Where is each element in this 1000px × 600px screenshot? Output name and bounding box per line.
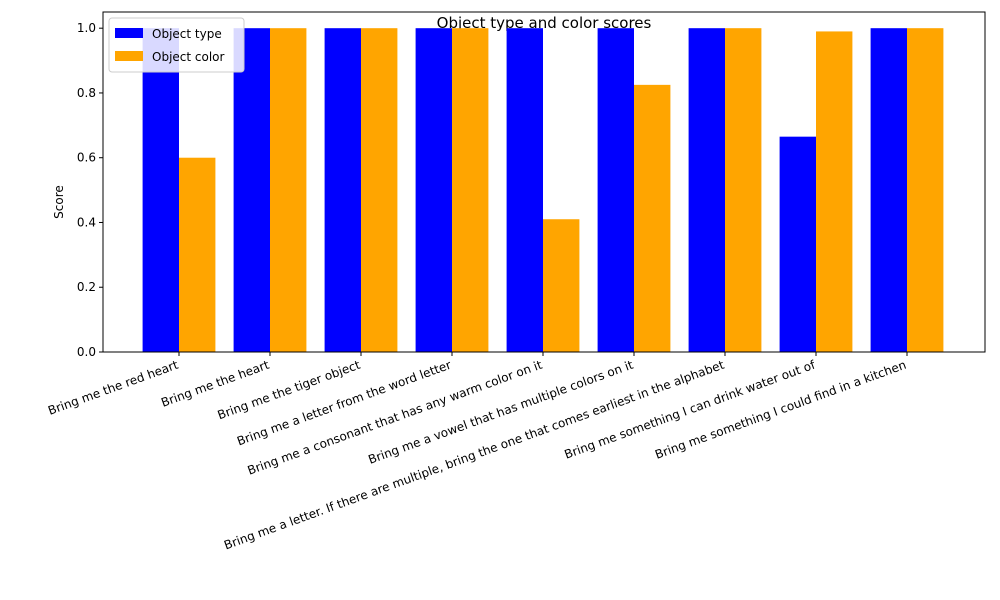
y-tick-label: 0.8 [77,86,96,100]
y-tick-label: 0.6 [77,151,96,165]
legend: Object type Object color [108,17,245,73]
bar-object-color-7 [816,31,853,353]
bar-object-color-1 [270,28,307,352]
bar-object-color-3 [452,28,489,352]
y-axis: 0.0 0.2 0.4 0.6 0.8 1.0 [77,21,103,359]
y-axis-label: Score [52,185,66,219]
y-tick-label: 0.4 [77,215,96,229]
bar-object-type-7 [779,136,816,352]
bar-object-color-0 [179,157,216,352]
bar-object-color-4 [543,219,580,352]
y-tick-label: 0.2 [77,280,96,294]
chart-title: Object type and color scores [437,14,652,32]
bars-layer [142,28,944,353]
y-tick-label: 0.0 [77,345,96,359]
y-tick-label: 1.0 [77,21,96,35]
bar-object-type-5 [597,28,634,352]
legend-label: Object color [152,50,225,64]
bar-object-color-5 [634,84,671,352]
x-tick-label: Bring me the red heart [46,358,180,418]
bar-object-type-1 [233,28,270,352]
bar-object-color-2 [361,28,398,352]
bar-object-type-2 [324,28,361,352]
bar-object-type-8 [870,28,907,352]
legend-swatch [115,28,143,38]
bar-object-color-8 [907,28,944,352]
plot-frame [102,11,986,353]
bar-object-type-0 [142,28,179,352]
bar-object-type-3 [415,28,452,352]
legend-swatch [115,51,143,61]
bar-object-type-6 [688,28,725,352]
legend-label: Object type [152,27,222,41]
bar-object-type-4 [506,28,543,352]
bar-object-color-6 [725,28,762,352]
